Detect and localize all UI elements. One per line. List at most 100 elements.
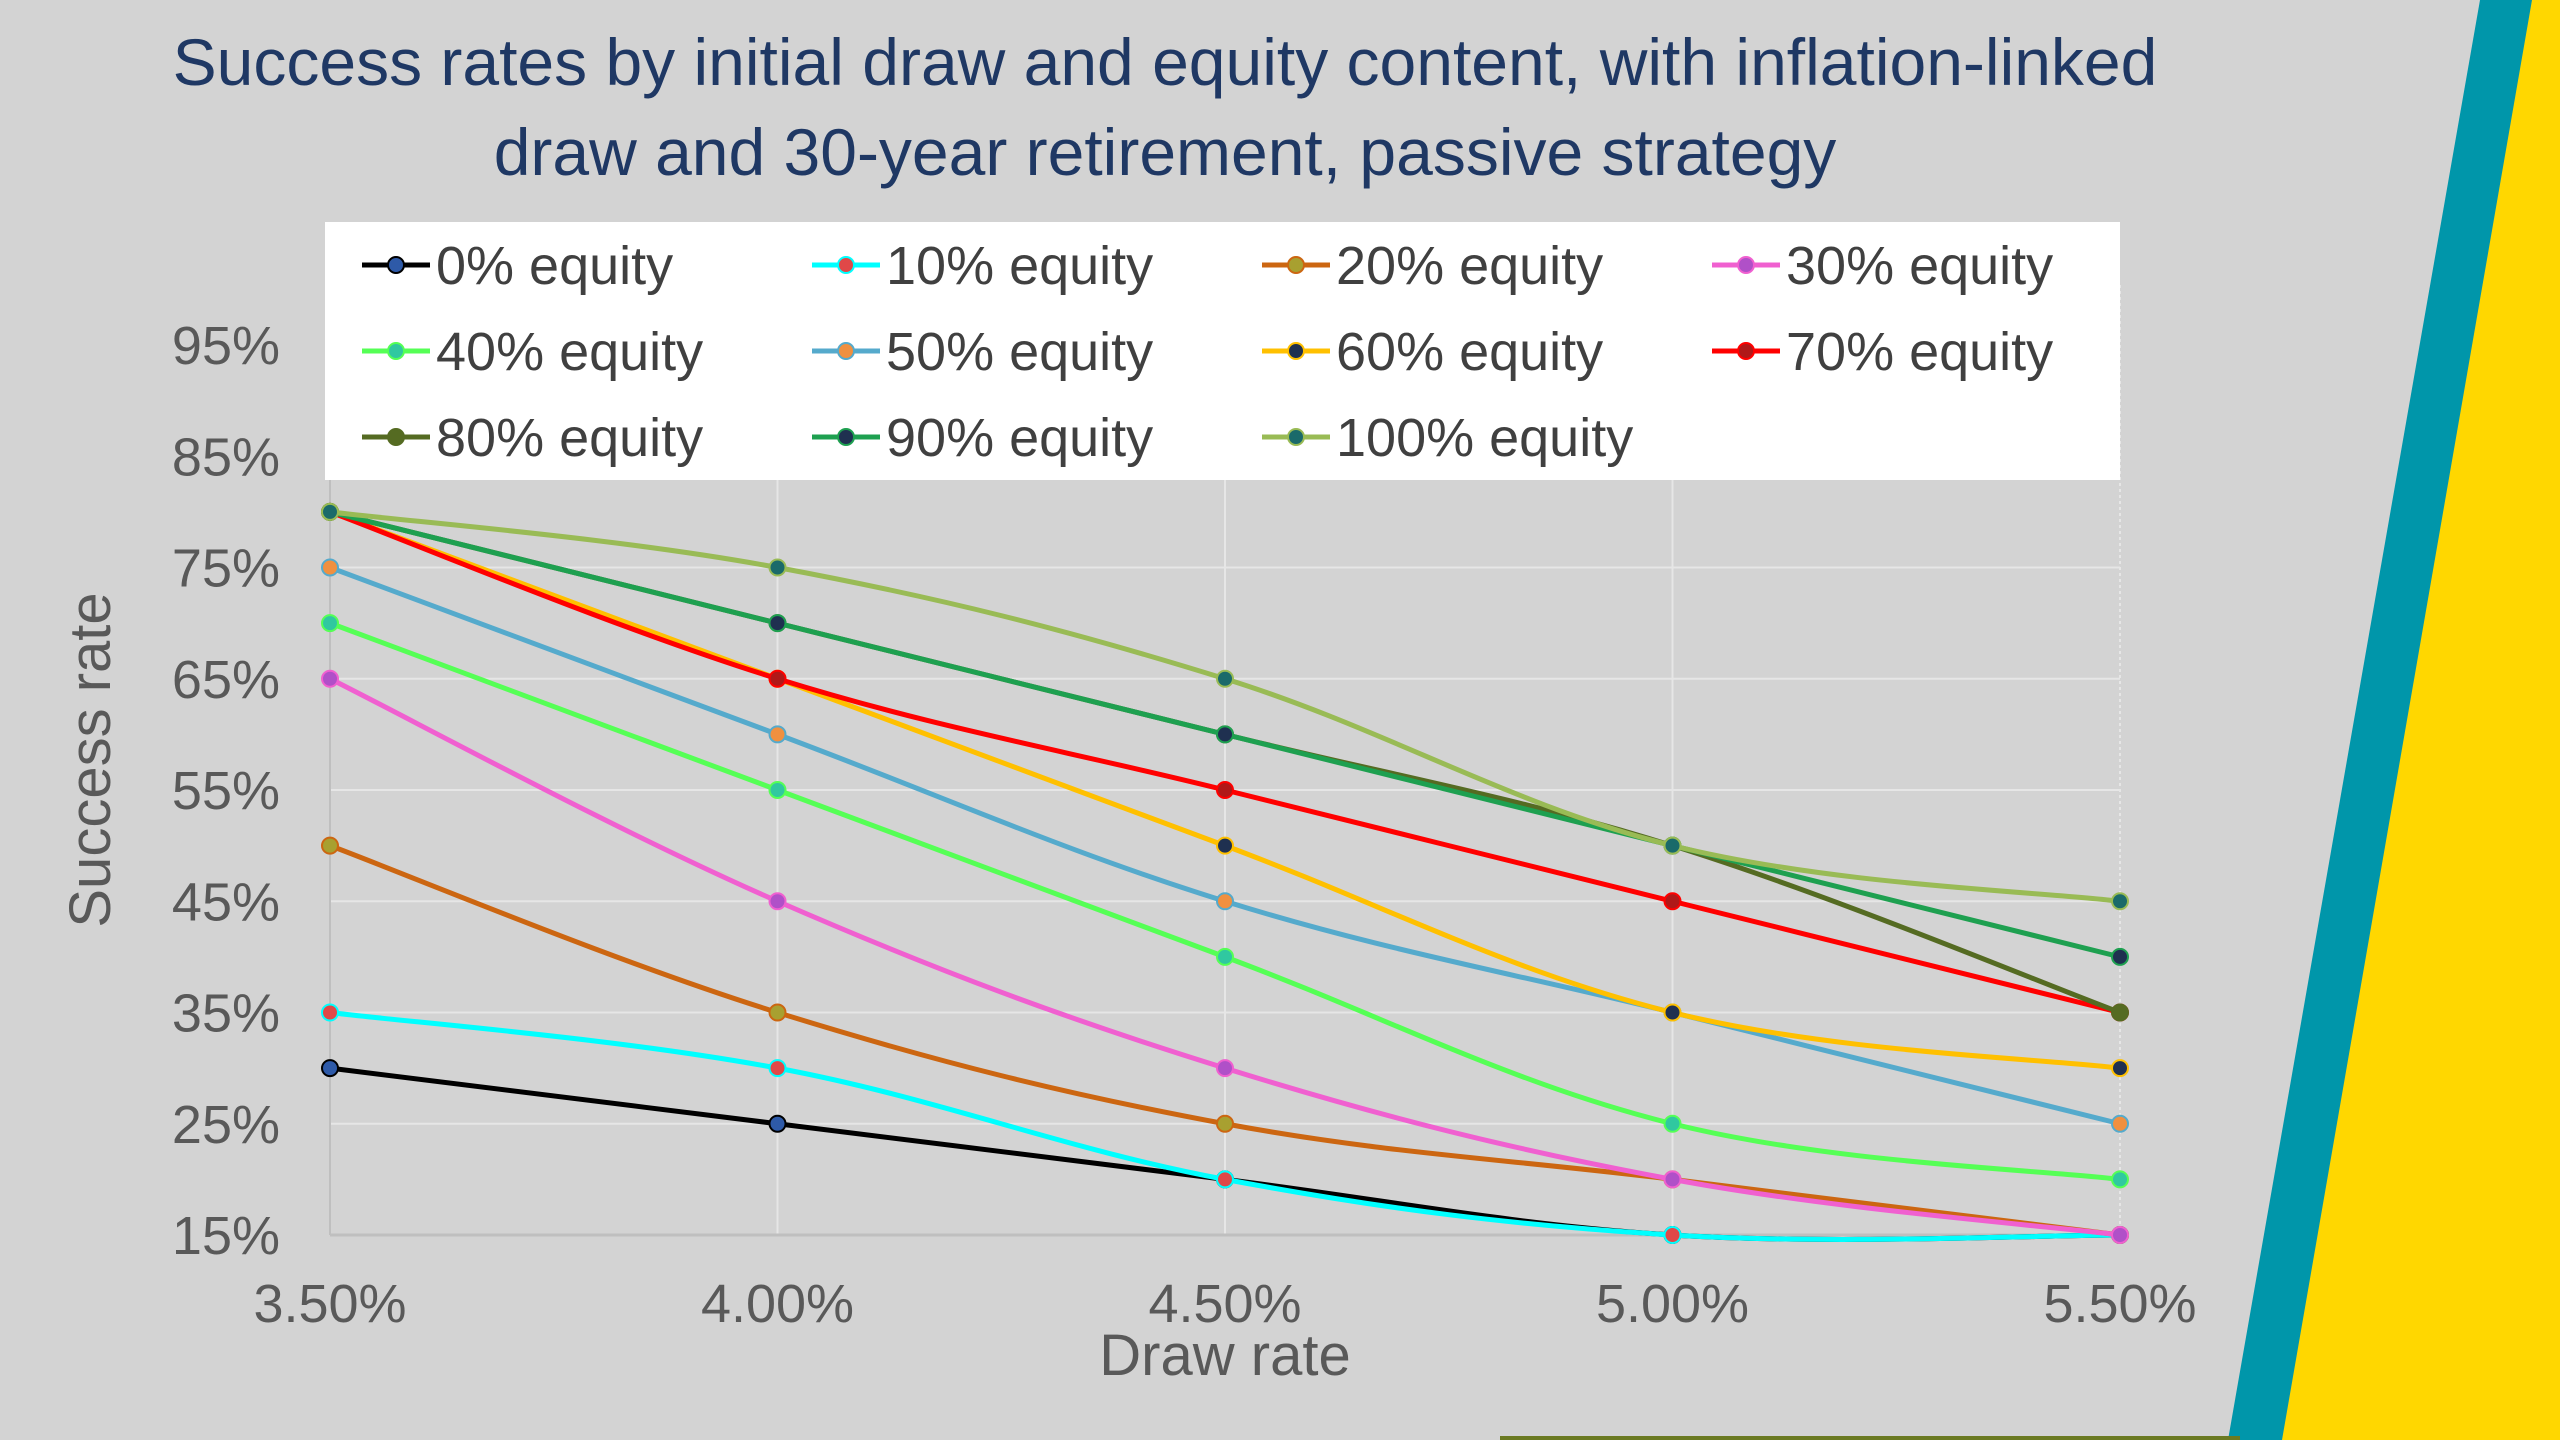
- yellow-stripe: [2282, 0, 2560, 1440]
- legend-marker: [1287, 428, 1305, 446]
- data-point: [2111, 892, 2129, 911]
- data-point: [1216, 1170, 1234, 1189]
- legend-marker: [1737, 256, 1755, 274]
- legend-marker: [1287, 342, 1305, 360]
- data-point: [1216, 725, 1234, 744]
- legend-marker: [837, 342, 855, 360]
- data-point: [321, 614, 339, 633]
- data-point: [321, 558, 339, 577]
- y-tick-label: 35%: [172, 984, 280, 1044]
- legend-item: 60% equity: [1262, 322, 1603, 382]
- data-point: [768, 1114, 787, 1133]
- data-point: [1216, 669, 1234, 688]
- data-point: [2111, 1003, 2129, 1022]
- legend-label: 100% equity: [1336, 408, 1633, 468]
- data-point: [2111, 1059, 2129, 1078]
- data-point: [321, 1059, 339, 1078]
- data-point: [1216, 1059, 1234, 1078]
- data-point: [1663, 1114, 1682, 1133]
- legend-item: 50% equity: [812, 322, 1153, 382]
- data-point: [768, 1059, 787, 1078]
- chart-title-line-1: Success rates by initial draw and equity…: [173, 25, 2158, 99]
- legend-box: [325, 222, 2120, 480]
- x-axis-title: Draw rate: [1099, 1323, 1350, 1388]
- chart-title-line-2: draw and 30-year retirement, passive str…: [494, 115, 1837, 189]
- data-point: [321, 669, 339, 688]
- series-100-equity: [321, 502, 2129, 911]
- data-point: [2111, 947, 2129, 966]
- axes: 15% 25% 35% 45% 55% 65% 75% 85% 95% 3.50% 4.00% 4.5…: [172, 285, 2240, 1440]
- legend-marker: [1737, 342, 1755, 360]
- legend-label: 20% equity: [1336, 236, 1603, 296]
- legend-label: 60% equity: [1336, 322, 1603, 382]
- data-point: [1216, 1114, 1234, 1133]
- data-point: [321, 1003, 339, 1022]
- data-point: [768, 781, 787, 799]
- legend-item: 30% equity: [1712, 236, 2053, 296]
- data-point: [1663, 1226, 1682, 1244]
- x-tick-label: 3.50%: [253, 1274, 406, 1334]
- y-tick-label: 75%: [172, 539, 280, 599]
- data-point: [1663, 1170, 1682, 1189]
- data-point: [1663, 1003, 1682, 1022]
- y-tick-label: 85%: [172, 427, 280, 487]
- data-point: [768, 892, 787, 911]
- data-point: [2111, 1170, 2129, 1189]
- legend-label: 40% equity: [436, 322, 703, 382]
- series-10-equity: [321, 1003, 2129, 1244]
- series-lines: [321, 502, 2129, 1244]
- data-point: [2111, 1114, 2129, 1133]
- legend-item: 100% equity: [1262, 408, 1633, 468]
- legend-label: 70% equity: [1786, 322, 2053, 382]
- legend-item: 10% equity: [812, 236, 1153, 296]
- data-point: [2111, 1226, 2129, 1244]
- data-point: [321, 836, 339, 855]
- data-point: [1663, 836, 1682, 855]
- series-30-equity: [321, 669, 2129, 1244]
- data-point: [321, 502, 339, 521]
- data-point: [1216, 892, 1234, 911]
- data-point: [768, 725, 787, 744]
- legend-item: 80% equity: [362, 408, 703, 468]
- y-tick-label: 45%: [172, 872, 280, 932]
- data-point: [768, 558, 787, 577]
- legend-label: 30% equity: [1786, 236, 2053, 296]
- legend-marker: [387, 342, 405, 360]
- legend: 0% equity 10% equity 20% equity 30% equity 4…: [325, 222, 2120, 480]
- data-point: [768, 669, 787, 688]
- legend-marker: [837, 428, 855, 446]
- legend-marker: [387, 256, 405, 274]
- legend-item: 0% equity: [362, 236, 673, 296]
- y-tick-label: 55%: [172, 761, 280, 821]
- legend-item: 40% equity: [362, 322, 703, 382]
- data-point: [768, 1003, 787, 1022]
- data-point: [1663, 892, 1682, 911]
- data-point: [1216, 947, 1234, 966]
- legend-item: 70% equity: [1712, 322, 2053, 382]
- legend-marker: [837, 256, 855, 274]
- series-50-equity: [321, 558, 2129, 1133]
- x-tick-label: 5.00%: [1596, 1274, 1749, 1334]
- x-tick-label: 5.50%: [2043, 1274, 2196, 1334]
- data-point: [1216, 781, 1234, 799]
- y-tick-label: 65%: [172, 650, 280, 710]
- legend-label: 0% equity: [436, 236, 673, 296]
- legend-item: 90% equity: [812, 408, 1153, 468]
- legend-label: 10% equity: [886, 236, 1153, 296]
- x-tick-label: 4.50%: [1148, 1274, 1301, 1334]
- y-tick-label: 25%: [172, 1095, 280, 1155]
- x-tick-label: 4.00%: [701, 1274, 854, 1334]
- data-point: [768, 614, 787, 633]
- y-tick-label: 15%: [172, 1206, 280, 1266]
- legend-marker: [1287, 256, 1305, 274]
- legend-label: 90% equity: [886, 408, 1153, 468]
- y-axis-title: Success rate: [58, 592, 123, 927]
- y-tick-label: 95%: [172, 316, 280, 376]
- series-40-equity: [321, 614, 2129, 1189]
- legend-item: 20% equity: [1262, 236, 1603, 296]
- data-point: [1216, 836, 1234, 855]
- legend-label: 50% equity: [886, 322, 1153, 382]
- legend-label: 80% equity: [436, 408, 703, 468]
